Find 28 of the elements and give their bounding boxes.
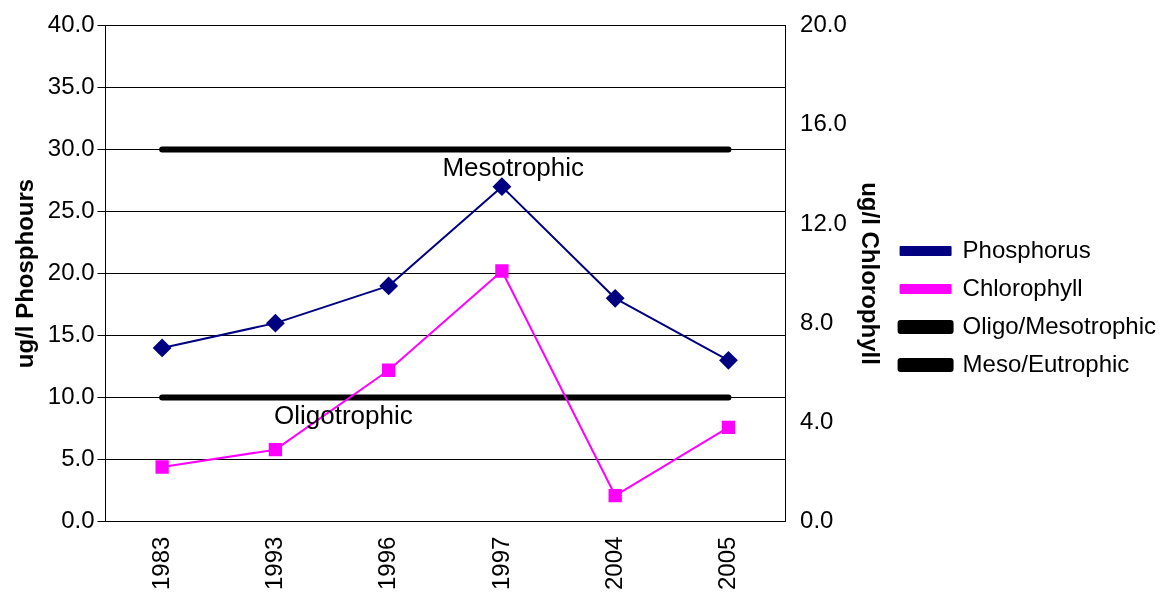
y-axis-title: ug/l Phosphours <box>11 178 39 369</box>
y2-tick-label: 20.0 <box>800 10 847 38</box>
x-tick-label: 2005 <box>713 536 741 590</box>
y2-tick-label: 0.0 <box>800 506 834 534</box>
y2-tick-label: 16.0 <box>800 109 847 137</box>
y-tick-label: 15.0 <box>47 320 95 348</box>
y-tick-label: 35.0 <box>47 72 95 100</box>
legend-label: Meso/Eutrophic <box>962 349 1130 377</box>
y2-tick-label: 4.0 <box>800 406 834 434</box>
x-tick-label: 1997 <box>486 536 514 590</box>
y-tick-label: 20.0 <box>47 258 95 286</box>
y2-tick-label: 8.0 <box>800 307 834 335</box>
y2-axis-title: ug/l Chlorophyll <box>856 182 884 365</box>
y-tick-label: 40.0 <box>47 10 95 38</box>
y-tick-label: 0.0 <box>61 506 95 534</box>
legend-label: Chlorophyll <box>962 273 1083 301</box>
x-tick-label: 1983 <box>146 536 174 590</box>
x-tick-label: 1993 <box>260 536 288 590</box>
y2-tick-label: 12.0 <box>800 208 847 236</box>
annotation: Mesotrophic <box>442 151 585 182</box>
x-tick-label: 1996 <box>373 536 401 590</box>
y-tick-label: 10.0 <box>47 382 95 410</box>
legend-label: Oligo/Mesotrophic <box>962 311 1156 339</box>
x-tick-label: 2004 <box>599 536 627 590</box>
legend-label: Phosphorus <box>962 235 1091 263</box>
y-tick-label: 5.0 <box>61 444 95 472</box>
y-tick-label: 25.0 <box>47 196 95 224</box>
y-tick-label: 30.0 <box>47 134 95 162</box>
